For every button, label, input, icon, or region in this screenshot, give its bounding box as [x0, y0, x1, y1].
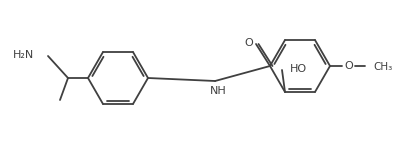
Text: NH: NH — [210, 86, 226, 96]
Text: CH₃: CH₃ — [373, 62, 392, 72]
Text: H₂N: H₂N — [13, 50, 34, 60]
Text: HO: HO — [290, 64, 307, 74]
Text: O: O — [345, 61, 354, 71]
Text: O: O — [245, 38, 254, 48]
